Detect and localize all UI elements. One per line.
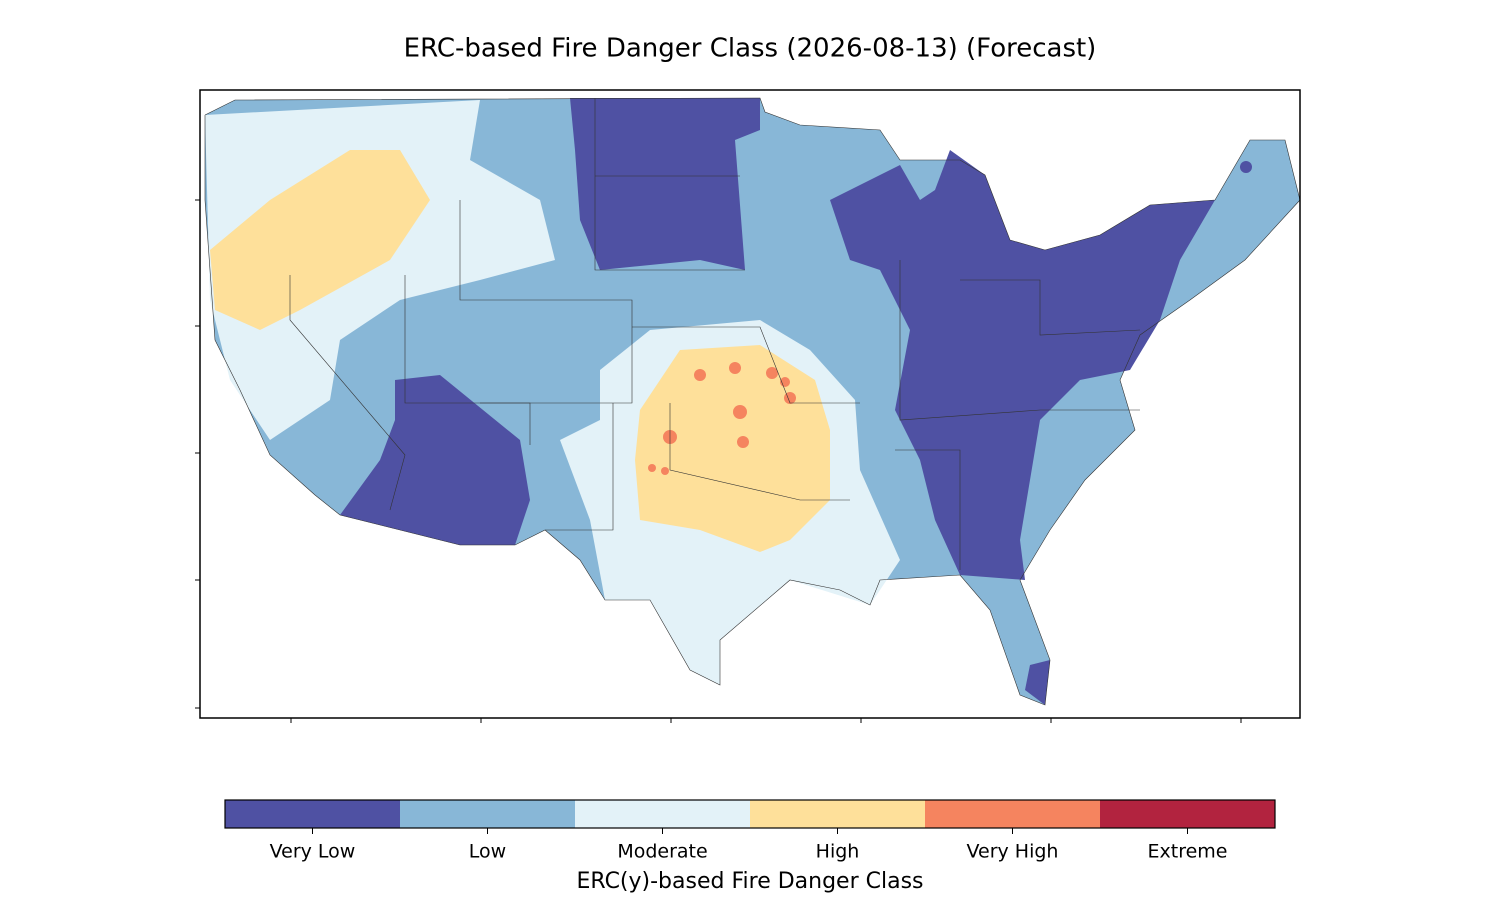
colorbar-tick-label: Extreme <box>1148 841 1228 863</box>
region-very-high <box>694 369 706 381</box>
colorbar-tick-label: Low <box>469 841 506 863</box>
map-frame <box>199 89 1301 719</box>
colorbar-segment <box>925 800 1100 828</box>
region-very-low <box>1025 660 1050 705</box>
map-title: ERC-based Fire Danger Class (2026-08-13)… <box>404 34 1097 64</box>
very-high-spots <box>648 362 796 475</box>
colorbar: Very Low Low Moderate High Very High Extreme <box>224 799 1276 863</box>
map <box>204 97 1301 706</box>
colorbar-segment <box>750 800 925 828</box>
region-very-high <box>648 464 656 472</box>
colorbar-label: ERC(y)-based Fire Danger Class <box>576 869 923 894</box>
region-very-high <box>737 436 749 448</box>
colorbar-segment <box>575 800 750 828</box>
colorbar-tick-label: Moderate <box>617 841 707 863</box>
region-very-high <box>733 405 747 419</box>
frame-ticks <box>195 199 1242 723</box>
region-very-high <box>766 367 778 379</box>
colorbar-tick-label: Very High <box>967 841 1059 863</box>
region-very-low <box>1240 161 1252 173</box>
region-very-high <box>661 467 669 475</box>
region-high <box>210 150 430 330</box>
colorbar-segment <box>225 800 400 828</box>
region-very-high <box>729 362 741 374</box>
region-high <box>635 345 830 552</box>
colorbar-segment <box>1100 800 1275 828</box>
region-very-low <box>830 150 1215 580</box>
region-moderate <box>205 100 555 440</box>
region-very-low <box>570 98 760 270</box>
colorbar-tick-label: Very Low <box>270 841 356 863</box>
state-borders <box>204 97 1301 706</box>
colorbar-tick-label: High <box>816 841 860 863</box>
region-very-low <box>340 375 530 545</box>
colorbar-frame <box>224 799 1276 829</box>
colorbar-segment <box>400 800 575 828</box>
